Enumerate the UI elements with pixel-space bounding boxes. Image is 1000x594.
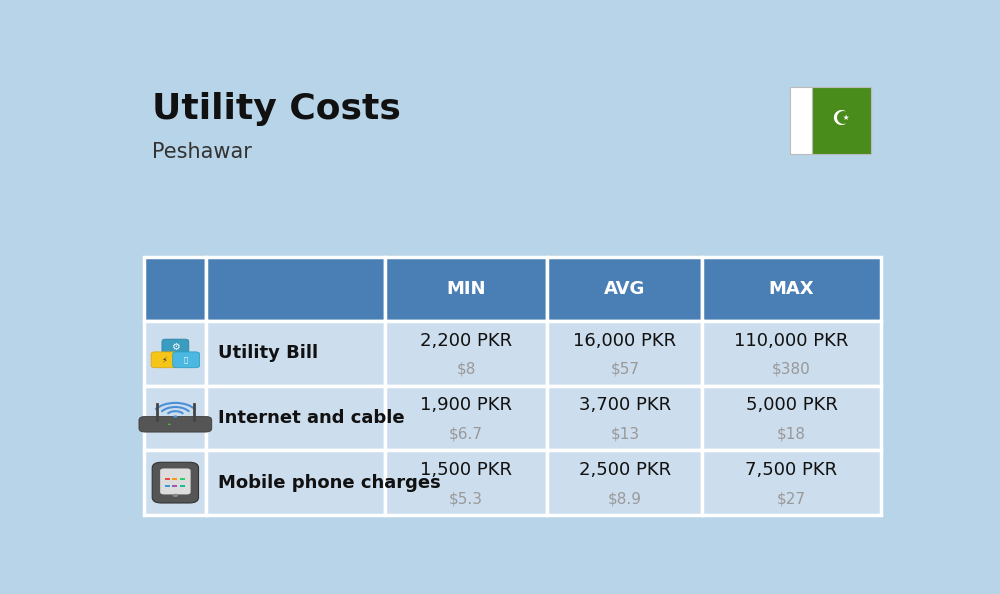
- Bar: [790, 87, 812, 154]
- Text: $13: $13: [610, 426, 639, 441]
- Bar: [206, 386, 385, 450]
- Bar: [547, 386, 702, 450]
- Bar: [165, 485, 170, 487]
- FancyBboxPatch shape: [160, 469, 191, 494]
- Text: 🔧: 🔧: [184, 356, 188, 363]
- Bar: [702, 386, 881, 450]
- Circle shape: [173, 415, 177, 418]
- Text: 5,000 PKR: 5,000 PKR: [746, 396, 837, 414]
- Text: $5.3: $5.3: [449, 491, 483, 506]
- Bar: [385, 386, 547, 450]
- Bar: [547, 257, 702, 321]
- Bar: [385, 257, 547, 321]
- Text: 3,700 PKR: 3,700 PKR: [579, 396, 671, 414]
- Bar: [702, 450, 881, 515]
- Text: ⚙: ⚙: [171, 342, 180, 352]
- Bar: [206, 450, 385, 515]
- Bar: [144, 321, 206, 386]
- Text: Utility Costs: Utility Costs: [152, 92, 401, 126]
- Bar: [385, 321, 547, 386]
- FancyBboxPatch shape: [162, 339, 189, 355]
- Text: AVG: AVG: [604, 280, 646, 298]
- FancyBboxPatch shape: [152, 462, 199, 503]
- Text: Mobile phone charges: Mobile phone charges: [218, 473, 441, 492]
- Text: MAX: MAX: [769, 280, 814, 298]
- Bar: [144, 257, 206, 321]
- Bar: [144, 450, 206, 515]
- Text: $8.9: $8.9: [608, 491, 642, 506]
- Bar: [702, 321, 881, 386]
- Text: 1,900 PKR: 1,900 PKR: [420, 396, 512, 414]
- Text: $380: $380: [772, 362, 811, 377]
- Text: ⚡: ⚡: [162, 355, 167, 364]
- Bar: [144, 386, 206, 450]
- Bar: [165, 478, 170, 481]
- Bar: [547, 321, 702, 386]
- Text: 16,000 PKR: 16,000 PKR: [573, 331, 676, 350]
- Text: 7,500 PKR: 7,500 PKR: [745, 461, 838, 479]
- Text: $57: $57: [610, 362, 639, 377]
- Bar: [172, 478, 177, 481]
- FancyBboxPatch shape: [173, 352, 200, 368]
- Bar: [702, 257, 881, 321]
- FancyBboxPatch shape: [151, 352, 178, 368]
- Text: 2,500 PKR: 2,500 PKR: [579, 461, 671, 479]
- Circle shape: [173, 494, 178, 497]
- Text: $8: $8: [456, 362, 476, 377]
- Text: MIN: MIN: [446, 280, 486, 298]
- Text: 1,500 PKR: 1,500 PKR: [420, 461, 512, 479]
- Circle shape: [168, 424, 171, 425]
- Text: 2,200 PKR: 2,200 PKR: [420, 331, 512, 350]
- Bar: [206, 321, 385, 386]
- Bar: [385, 450, 547, 515]
- Bar: [547, 450, 702, 515]
- Text: Internet and cable: Internet and cable: [218, 409, 405, 427]
- Text: Utility Bill: Utility Bill: [218, 345, 318, 362]
- Bar: [206, 257, 385, 321]
- Bar: [172, 485, 177, 487]
- Bar: [812, 87, 871, 154]
- FancyBboxPatch shape: [139, 416, 212, 432]
- Text: $18: $18: [777, 426, 806, 441]
- Text: Peshawar: Peshawar: [152, 142, 252, 162]
- Text: ☪: ☪: [831, 109, 850, 129]
- Bar: [180, 478, 185, 481]
- Text: $27: $27: [777, 491, 806, 506]
- Bar: [180, 485, 185, 487]
- Text: 110,000 PKR: 110,000 PKR: [734, 331, 849, 350]
- Text: $6.7: $6.7: [449, 426, 483, 441]
